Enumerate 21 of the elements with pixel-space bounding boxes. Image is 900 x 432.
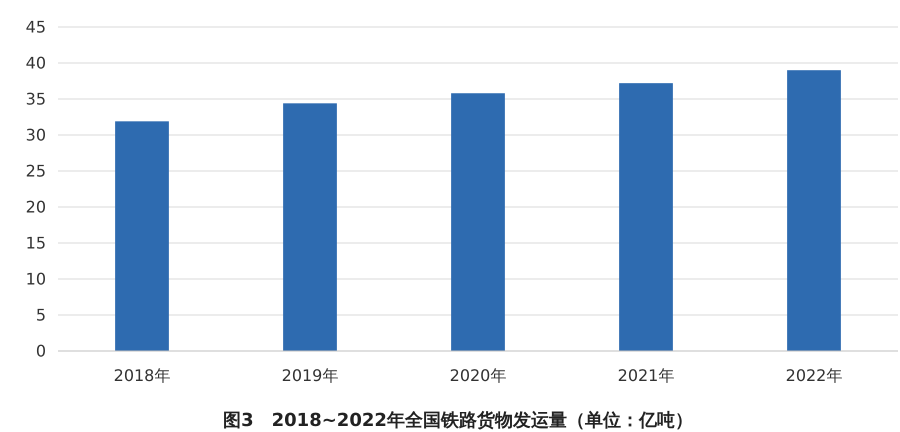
- text: 图3 2018~2022年全国铁路货物发运量（单位：亿吨）: [223, 410, 693, 431]
- x-tick-label: 2022年: [786, 366, 842, 385]
- y-tick-label: 40: [26, 54, 46, 73]
- x-tick-label: 2020年: [450, 366, 506, 385]
- bar: [619, 83, 673, 351]
- bar: [787, 70, 841, 351]
- y-tick-label: 45: [26, 18, 46, 37]
- bar: [451, 93, 505, 351]
- x-tick-label: 2018年: [114, 366, 170, 385]
- y-tick-label: 15: [26, 234, 46, 253]
- y-tick-label: 0: [36, 342, 46, 361]
- y-tick-label: 25: [26, 162, 46, 181]
- x-tick-label: 2021年: [618, 366, 674, 385]
- bar: [283, 103, 337, 351]
- y-tick-label: 5: [36, 306, 46, 325]
- x-tick-label: 2019年: [282, 366, 338, 385]
- bar: [115, 121, 169, 351]
- y-tick-label: 35: [26, 90, 46, 109]
- y-tick-label: 10: [26, 270, 46, 289]
- y-tick-label: 30: [26, 126, 46, 145]
- y-tick-label: 20: [26, 198, 46, 217]
